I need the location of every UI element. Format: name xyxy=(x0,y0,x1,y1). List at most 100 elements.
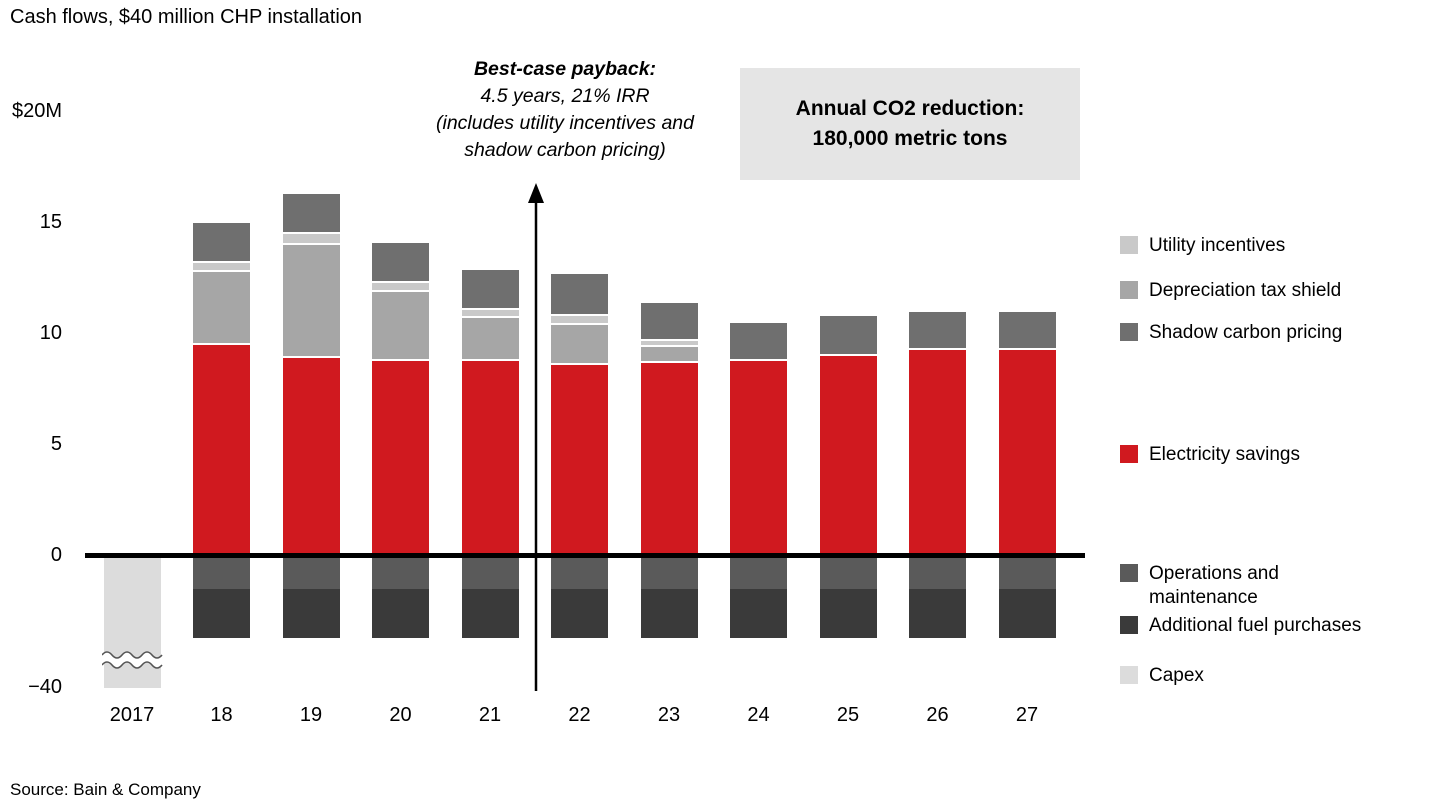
bar-segment-additional-fuel-purchases xyxy=(193,589,250,639)
bar-segment-utility-incentives xyxy=(640,340,698,348)
x-axis-label: 26 xyxy=(926,704,949,726)
legend-item-operations-and-maintenance: Operations and maintenance xyxy=(1120,562,1319,610)
annotation-line: (includes utility incentives and xyxy=(436,112,694,134)
y-axis-tick: $20M xyxy=(11,100,62,122)
legend-swatch-operations-and-maintenance xyxy=(1120,564,1138,582)
y-axis-tick: 0 xyxy=(50,544,62,566)
bar-segment-utility-incentives xyxy=(282,234,340,246)
bar-segment-electricity-savings xyxy=(998,349,1056,556)
bar-segment-additional-fuel-purchases xyxy=(909,589,966,639)
bar-segment-shadow-carbon-pricing xyxy=(998,311,1056,350)
bar-segment-additional-fuel-purchases xyxy=(998,589,1056,639)
x-axis-label: 24 xyxy=(747,704,770,726)
bar-segment-electricity-savings xyxy=(282,358,340,556)
legend-swatch-depreciation-tax-shield xyxy=(1120,281,1138,299)
source-note: Source: Bain & Company xyxy=(10,780,201,799)
bar-segment-shadow-carbon-pricing xyxy=(461,269,519,310)
legend-item-capex: Capex xyxy=(1120,664,1429,688)
x-axis-label: 19 xyxy=(299,704,323,726)
bar-segment-electricity-savings xyxy=(372,360,429,556)
bar-segment-shadow-carbon-pricing xyxy=(819,316,877,357)
legend-label: Depreciation tax shield xyxy=(1149,280,1342,301)
x-axis-label: 27 xyxy=(1015,704,1039,726)
x-axis-label: 25 xyxy=(836,704,860,726)
x-axis-label: 23 xyxy=(657,704,681,726)
legend-label: Electricity savings xyxy=(1149,444,1300,465)
bar-segment-utility-incentives xyxy=(372,282,429,292)
co2-line-1: Annual CO2 reduction: xyxy=(795,97,1025,120)
bar-segment-depreciation-tax-shield xyxy=(551,325,608,366)
y-axis-tick: 5 xyxy=(50,433,62,455)
bar-segment-additional-fuel-purchases xyxy=(819,589,877,639)
legend-item-shadow-carbon-pricing: Shadow carbon pricing xyxy=(1120,321,1429,345)
bar-segment-depreciation-tax-shield xyxy=(640,347,698,363)
bar-segment-electricity-savings xyxy=(909,349,966,556)
legend-label: Operations and maintenance xyxy=(1149,563,1279,608)
legend-item-depreciation-tax-shield: Depreciation tax shield xyxy=(1120,279,1429,303)
bar-segment-shadow-carbon-pricing xyxy=(193,223,250,263)
legend-item-additional-fuel-purchases: Additional fuel purchases xyxy=(1120,614,1429,638)
x-axis-label: 22 xyxy=(568,704,591,726)
bar-segment-operations-and-maintenance xyxy=(998,556,1056,590)
y-axis-tick: 10 xyxy=(39,322,62,344)
bar-segment-shadow-carbon-pricing xyxy=(640,302,698,341)
bar-segment-operations-and-maintenance xyxy=(819,556,877,590)
bar-segment-depreciation-tax-shield xyxy=(282,245,340,359)
legend-label: Capex xyxy=(1149,665,1204,686)
bar-segment-operations-and-maintenance xyxy=(909,556,966,590)
bar-segment-additional-fuel-purchases xyxy=(461,589,519,639)
legend-swatch-additional-fuel-purchases xyxy=(1120,616,1138,634)
x-axis-label: 2017 xyxy=(109,704,155,726)
bar-segment-operations-and-maintenance xyxy=(193,556,250,590)
x-axis-label: 21 xyxy=(478,704,502,726)
bar-segment-additional-fuel-purchases xyxy=(282,589,340,639)
bar-segment-operations-and-maintenance xyxy=(730,556,787,590)
payback-annotation: Best-case payback: 4.5 years, 21% IRR (i… xyxy=(392,56,738,164)
bar-segment-electricity-savings xyxy=(461,360,519,556)
bar-segment-utility-incentives xyxy=(193,262,250,272)
legend-label: Utility incentives xyxy=(1149,235,1286,256)
bar-segment-operations-and-maintenance xyxy=(282,556,340,590)
bar-segment-electricity-savings xyxy=(819,356,877,556)
legend-label: Additional fuel purchases xyxy=(1149,615,1362,636)
bar-segment-operations-and-maintenance xyxy=(640,556,698,590)
bar-segment-operations-and-maintenance xyxy=(551,556,608,590)
bar-segment-operations-and-maintenance xyxy=(461,556,519,590)
y-axis-tick: 15 xyxy=(39,211,62,233)
legend-item-utility-incentives: Utility incentives xyxy=(1120,234,1429,258)
bar-segment-additional-fuel-purchases xyxy=(730,589,787,639)
bar-segment-shadow-carbon-pricing xyxy=(909,311,966,350)
legend-label: Shadow carbon pricing xyxy=(1149,322,1343,343)
bar-segment-shadow-carbon-pricing xyxy=(551,274,608,317)
co2-reduction-box: Annual CO2 reduction: 180,000 metric ton… xyxy=(740,68,1080,180)
bar-segment-depreciation-tax-shield xyxy=(461,318,519,361)
bar-segment-utility-incentives xyxy=(461,309,519,319)
y-axis-tick: −40 xyxy=(28,676,62,698)
bar-segment-depreciation-tax-shield xyxy=(372,291,429,361)
bar-segment-additional-fuel-purchases xyxy=(372,589,429,639)
legend-swatch-electricity-savings xyxy=(1120,445,1138,463)
legend: Utility incentives Depreciation tax shiel… xyxy=(1120,0,1432,810)
payback-arrow-icon xyxy=(528,183,544,691)
legend-item-electricity-savings: Electricity savings xyxy=(1120,443,1429,467)
axis-break-icon xyxy=(100,648,163,677)
bar-segment-operations-and-maintenance xyxy=(372,556,429,590)
x-axis-label: 20 xyxy=(389,704,412,726)
bar-segment-utility-incentives xyxy=(551,316,608,326)
annotation-heading: Best-case payback: xyxy=(473,58,657,80)
bar-segment-shadow-carbon-pricing xyxy=(730,322,787,361)
bar-segment-shadow-carbon-pricing xyxy=(282,194,340,235)
bar-segment-electricity-savings xyxy=(730,360,787,556)
co2-line-2: 180,000 metric tons xyxy=(812,127,1008,150)
bar-segment-electricity-savings xyxy=(193,345,250,556)
bar-segment-electricity-savings xyxy=(640,362,698,556)
bar-segment-depreciation-tax-shield xyxy=(193,271,250,346)
bar-segment-electricity-savings xyxy=(551,365,608,556)
legend-swatch-utility-incentives xyxy=(1120,236,1138,254)
bar-segment-additional-fuel-purchases xyxy=(640,589,698,639)
zero-axis-line xyxy=(85,553,1085,558)
annotation-line: 4.5 years, 21% IRR xyxy=(480,85,650,107)
x-axis-label: 18 xyxy=(210,704,233,726)
annotation-line: shadow carbon pricing) xyxy=(464,139,666,161)
